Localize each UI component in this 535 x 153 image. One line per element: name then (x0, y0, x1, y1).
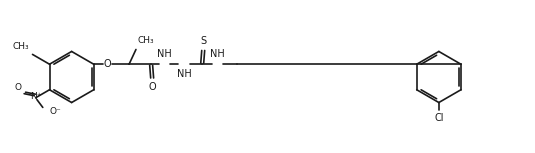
Text: O: O (148, 82, 156, 92)
Text: Cl: Cl (434, 113, 444, 123)
Text: N⁺: N⁺ (30, 92, 42, 101)
Text: S: S (200, 35, 207, 46)
Text: NH: NH (177, 69, 192, 79)
Text: O: O (104, 59, 111, 69)
Text: NH: NH (157, 49, 172, 59)
Text: CH₃: CH₃ (138, 36, 155, 45)
Text: CH₃: CH₃ (13, 43, 29, 51)
Text: O: O (15, 83, 22, 92)
Text: O⁻: O⁻ (50, 107, 62, 116)
Text: NH: NH (210, 49, 225, 59)
